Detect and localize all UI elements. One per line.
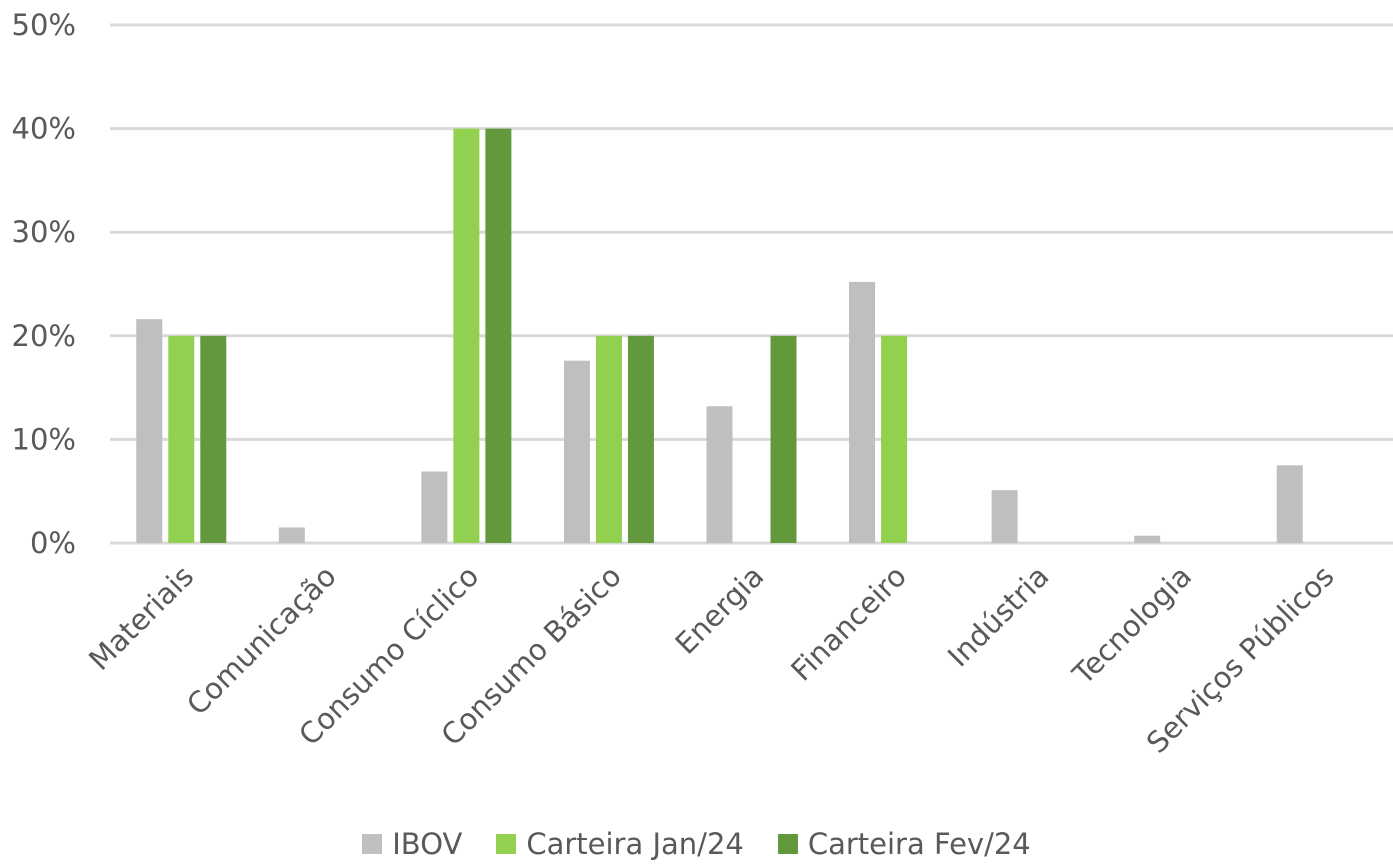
bar-2-0 <box>200 335 227 543</box>
legend-item-carteira-jan: Carteira Jan/24 <box>496 822 744 866</box>
legend-label-carteira-jan: Carteira Jan/24 <box>526 827 744 861</box>
legend-swatch-ibov <box>362 834 383 854</box>
y-axis-ticks: 0% 10% 20% 30% 40% 50% <box>12 8 76 560</box>
legend-item-ibov: IBOV <box>362 822 462 866</box>
bar-0-2 <box>421 471 448 543</box>
y-tick-label: 10% <box>12 422 76 456</box>
y-tick-label: 50% <box>12 8 76 42</box>
legend-item-carteira-fev: Carteira Fev/24 <box>777 822 1031 866</box>
bar-0-6 <box>991 490 1018 543</box>
y-tick-label: 20% <box>12 319 76 353</box>
bar-2-3 <box>627 335 654 543</box>
bar-0-0 <box>136 319 163 543</box>
bar-0-3 <box>563 360 590 543</box>
bar-0-7 <box>1134 535 1161 543</box>
x-category-label: Indústria <box>941 559 1056 674</box>
bar-1-2 <box>453 128 480 543</box>
bars <box>136 128 1303 543</box>
y-tick-label: 30% <box>12 215 76 249</box>
bar-0-5 <box>849 281 876 543</box>
bar-0-1 <box>278 527 305 543</box>
legend-label-ibov: IBOV <box>392 827 463 861</box>
y-tick-label: 40% <box>12 112 76 146</box>
bar-1-3 <box>595 335 622 543</box>
bar-2-2 <box>485 128 512 543</box>
bar-0-4 <box>706 406 733 543</box>
x-category-label: Financeiro <box>784 559 913 688</box>
x-category-label: Energia <box>668 559 770 661</box>
bar-1-5 <box>881 335 908 543</box>
legend-label-carteira-fev: Carteira Fev/24 <box>807 827 1031 861</box>
legend-swatch-carteira-jan <box>496 834 517 854</box>
gridlines <box>110 23 1393 545</box>
bar-0-8 <box>1276 465 1303 543</box>
x-category-label: Comunicação <box>180 559 343 722</box>
bar-1-0 <box>168 335 195 543</box>
legend-swatch-carteira-fev <box>777 834 798 854</box>
y-tick-label: 0% <box>30 526 76 560</box>
legend: IBOV Carteira Jan/24 Carteira Fev/24 <box>0 822 1393 866</box>
x-category-label: Tecnologia <box>1065 559 1198 692</box>
bar-2-4 <box>770 335 797 543</box>
x-category-label: Materiais <box>82 559 200 677</box>
bar-chart: 0% 10% 20% 30% 40% 50% MateriaisComunicaçãoCo… <box>12 8 1393 760</box>
